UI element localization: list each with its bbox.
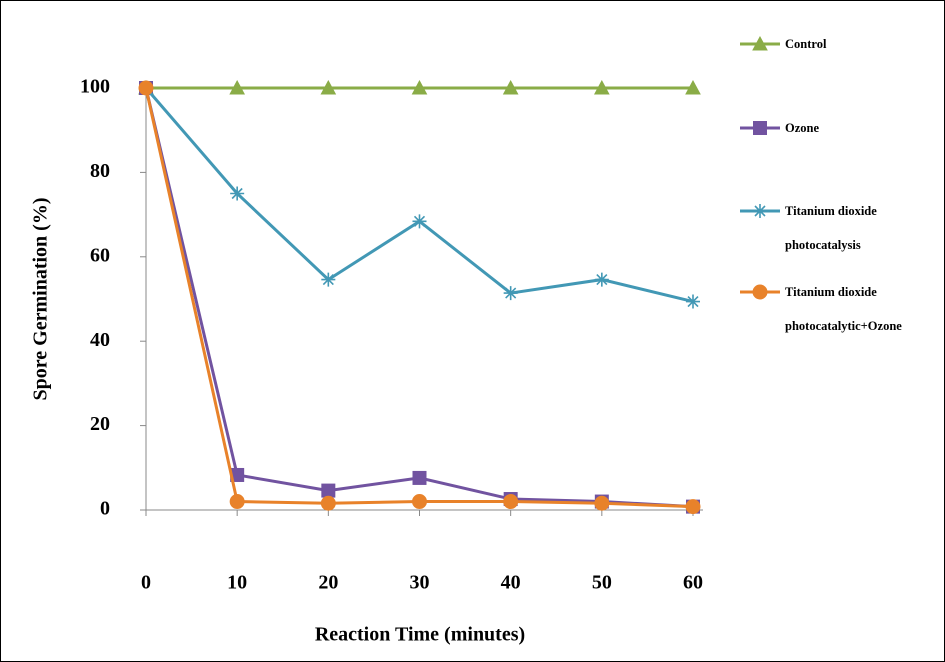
data-point — [321, 496, 335, 510]
data-point — [413, 495, 427, 509]
data-point — [230, 495, 244, 509]
data-point — [686, 295, 700, 309]
data-point — [595, 273, 609, 287]
x-tick-label: 10 — [227, 572, 247, 594]
x-tick-label: 40 — [501, 572, 521, 594]
series-line — [146, 88, 693, 507]
legend-label: Ozone — [785, 111, 935, 145]
series-line — [146, 88, 693, 302]
page: Reaction Time (minutes) Spore Germinatio… — [0, 0, 945, 662]
y-axis-title: Spore Germination (%) — [30, 198, 52, 401]
legend-label: Control — [785, 27, 935, 61]
x-tick-label: 50 — [592, 572, 612, 594]
y-tick-label: 0 — [100, 498, 110, 520]
y-tick-label: 80 — [90, 160, 110, 182]
data-point — [595, 496, 609, 510]
x-axis-title: Reaction Time (minutes) — [315, 624, 525, 646]
y-tick-label: 20 — [90, 413, 110, 435]
data-point — [322, 484, 335, 497]
data-point — [413, 471, 426, 484]
y-tick-label: 40 — [90, 329, 110, 351]
data-point — [686, 500, 700, 514]
legend-swatch-marker — [754, 122, 767, 135]
y-tick-label: 60 — [90, 244, 110, 266]
legend-label: Titanium dioxide photocatalysis — [785, 194, 935, 262]
x-tick-label: 60 — [683, 572, 703, 594]
data-point — [504, 286, 518, 300]
x-tick-label: 0 — [141, 572, 151, 594]
legend-swatch-marker — [753, 204, 767, 218]
legend-label: Titanium dioxide photocatalytic+Ozone — [785, 275, 935, 343]
series-line — [146, 88, 693, 507]
x-tick-label: 20 — [318, 572, 338, 594]
data-point — [413, 214, 427, 228]
y-tick-label: 100 — [80, 76, 110, 98]
data-point — [504, 495, 518, 509]
legend-swatch-marker — [753, 285, 767, 299]
data-point — [321, 273, 335, 287]
data-point — [139, 81, 153, 95]
data-point — [230, 187, 244, 201]
x-tick-label: 30 — [410, 572, 430, 594]
